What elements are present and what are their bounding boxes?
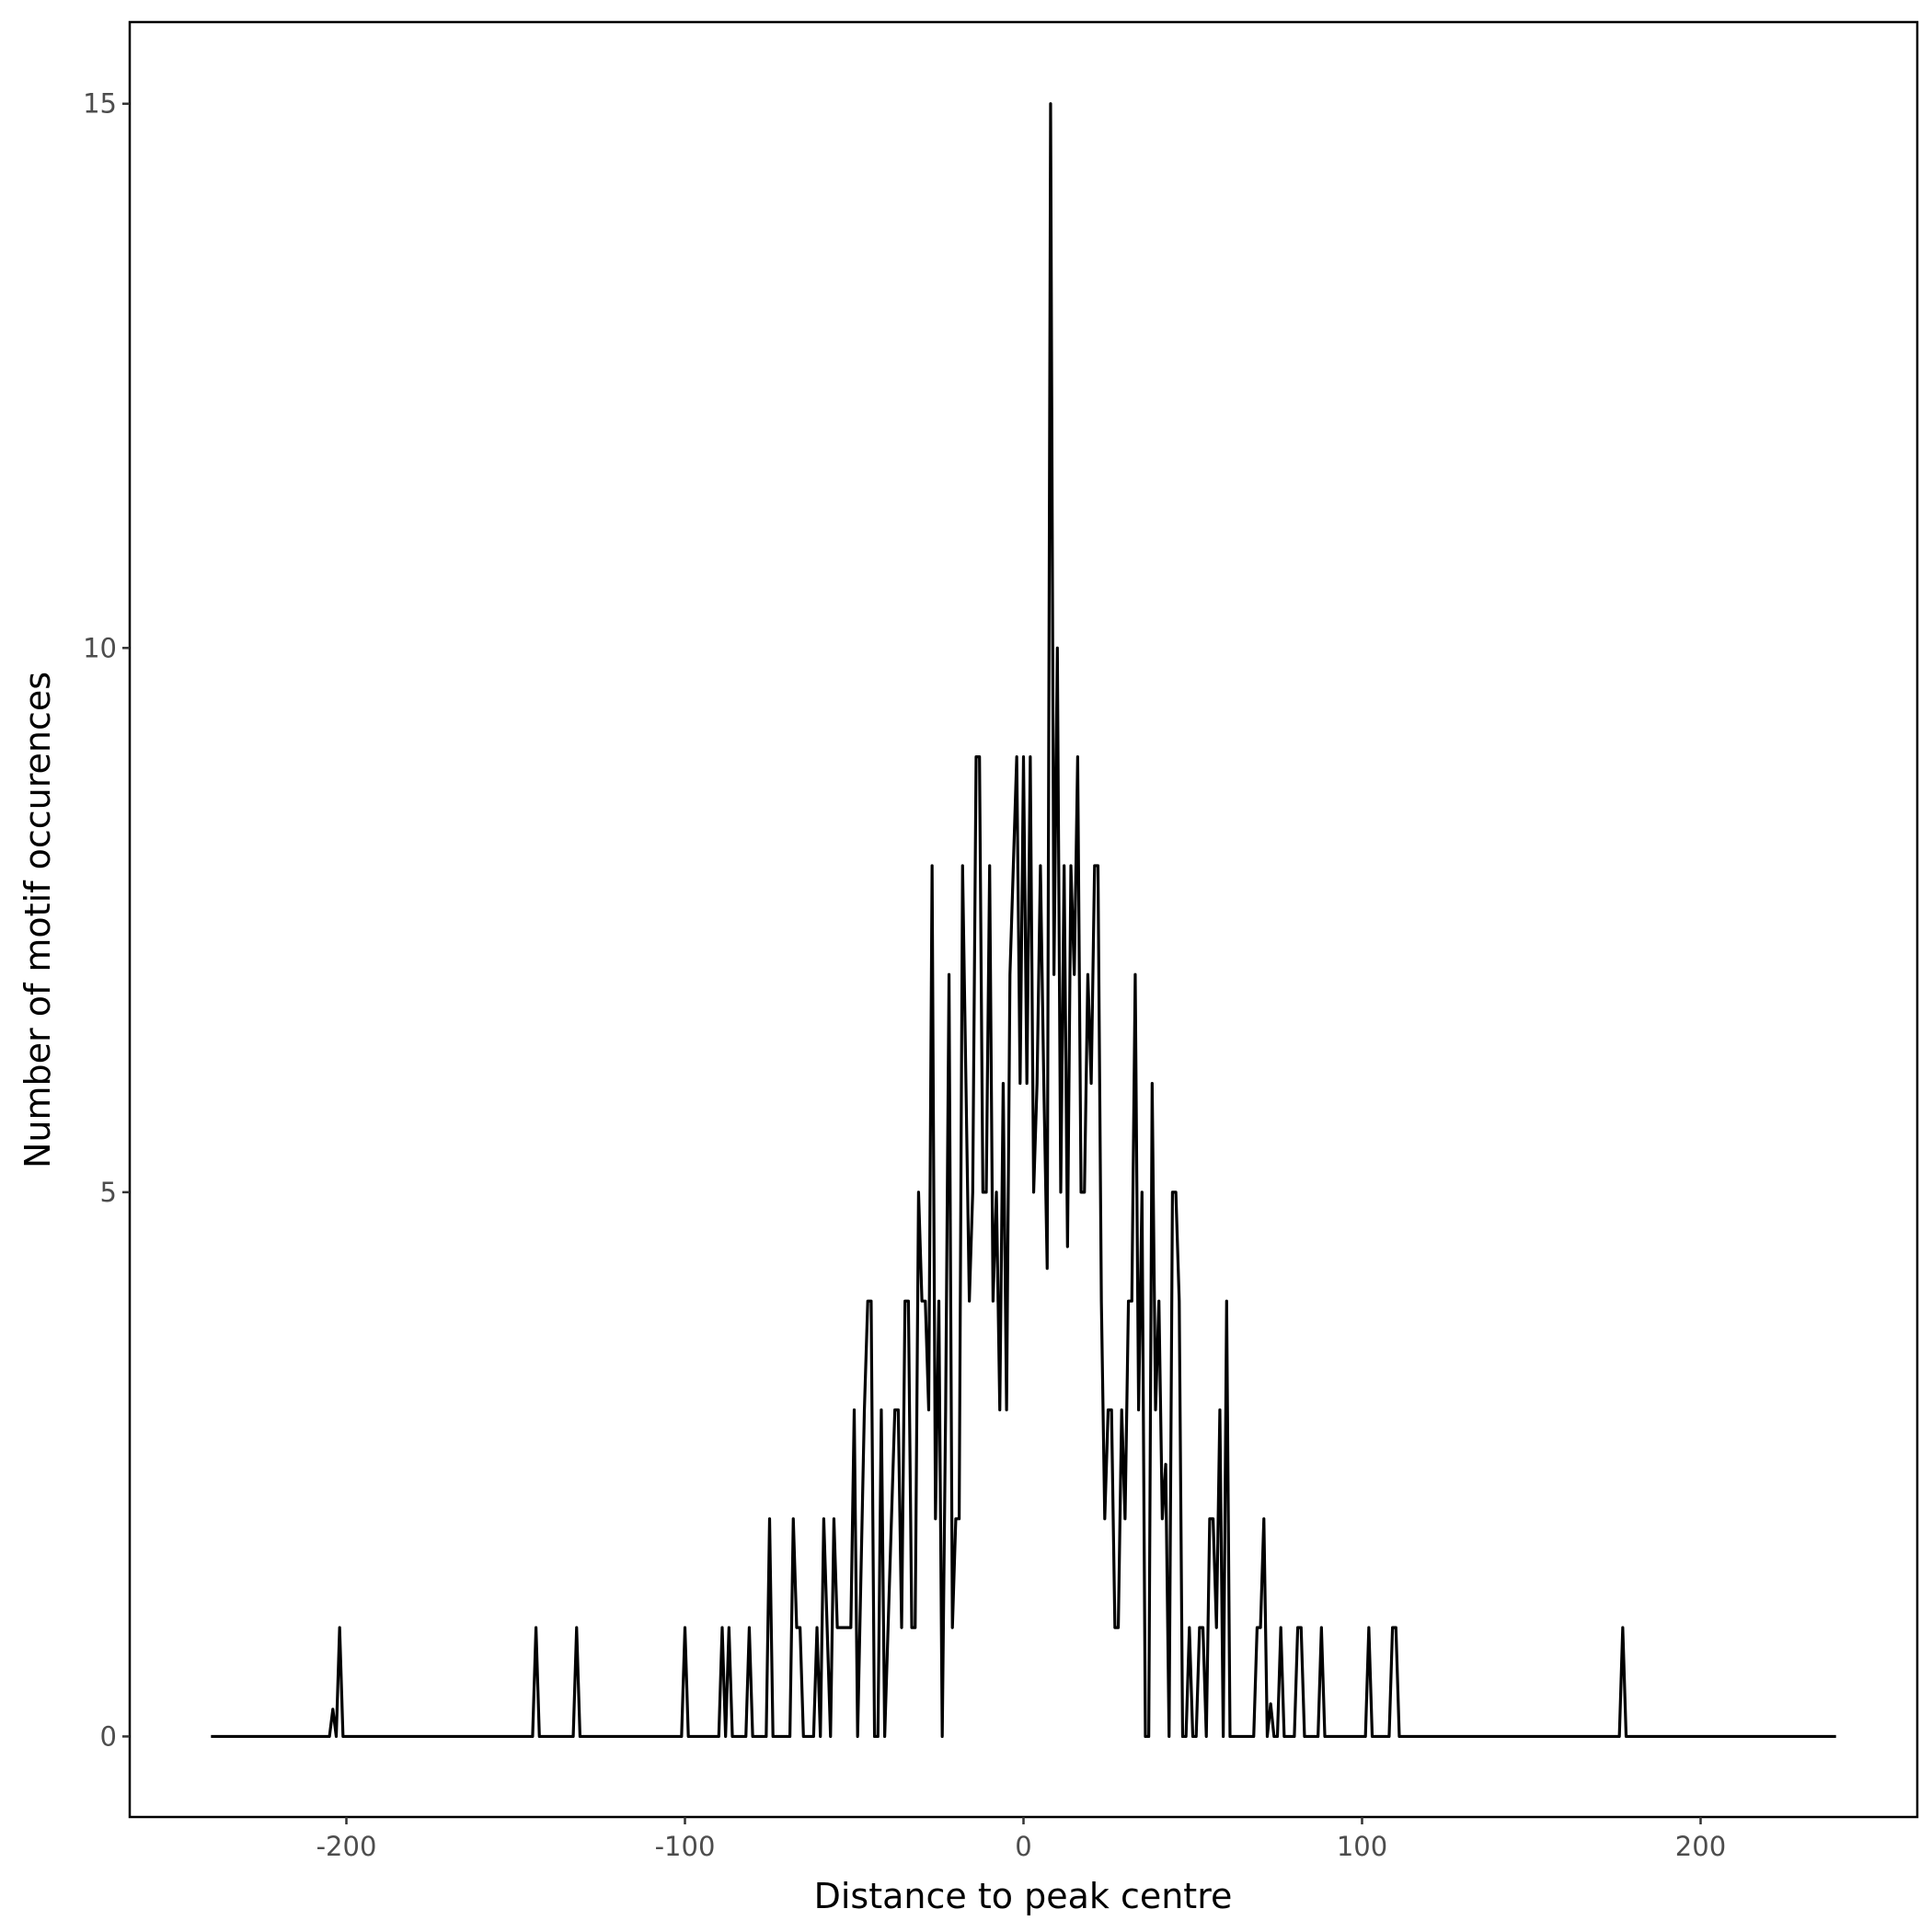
x-axis-title: Distance to peak centre (814, 1876, 1233, 1916)
y-axis-title: Number of motif occurences (17, 672, 58, 1168)
x-tick-label: -200 (316, 1831, 377, 1862)
y-tick-label: 0 (100, 1720, 117, 1752)
plot-border (128, 20, 1919, 1819)
y-tick-label: 10 (83, 632, 117, 663)
x-tick-label: -100 (655, 1831, 716, 1862)
x-tick-label: 200 (1675, 1831, 1726, 1862)
y-tick-label: 15 (83, 88, 117, 120)
data-line (211, 102, 1836, 1739)
x-tick-label: 100 (1337, 1831, 1387, 1862)
x-tick-label: 0 (1015, 1831, 1031, 1862)
y-tick-label: 5 (100, 1177, 117, 1208)
